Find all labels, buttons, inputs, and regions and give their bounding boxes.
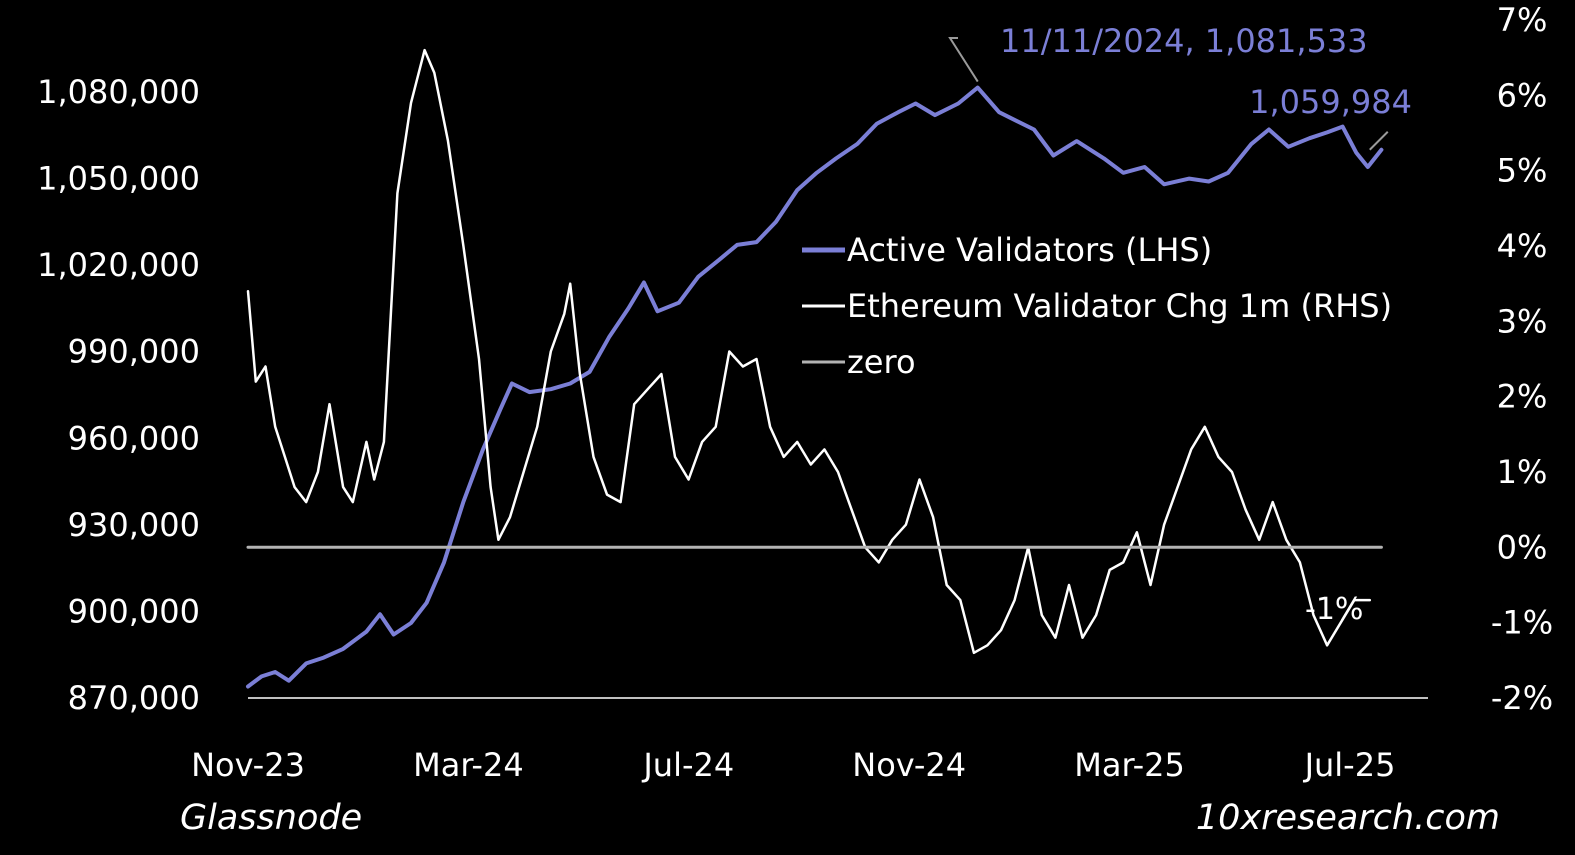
annotation-leader-line [948, 37, 979, 83]
y-right-tick-label: 4% [1497, 227, 1548, 265]
annotation-last-value-label: 1,059,984 [1249, 83, 1412, 121]
y-left-tick-label: 990,000 [68, 333, 200, 371]
y-right-tick-label: 6% [1497, 76, 1548, 114]
chart-axes: 870,000 900,000 930,000 960,000 990,000 1,020… [37, 1, 1553, 784]
y-right-tick-label: 7% [1497, 1, 1548, 39]
x-tick-label: Mar-25 [1074, 746, 1185, 784]
chart-lines [246, 48, 1384, 689]
annotation-last-leader [1369, 131, 1389, 151]
x-tick-label: Jul-25 [1303, 746, 1396, 784]
y-right-tick-label: 1% [1497, 453, 1548, 491]
series-line-2 [246, 48, 1372, 655]
y-right-tick-label: 2% [1497, 378, 1548, 416]
y-left-tick-label: 870,000 [68, 679, 200, 717]
chart-legend: Active Validators (LHS) Ethereum Validato… [802, 231, 1392, 381]
y-right-tick-label: 3% [1497, 302, 1548, 340]
y-left-tick-label: 1,080,000 [37, 73, 200, 111]
y-left-tick-label: 900,000 [68, 592, 200, 630]
x-tick-label: Nov-24 [852, 746, 966, 784]
x-tick-label: Nov-23 [191, 746, 305, 784]
x-tick-label: Mar-24 [413, 746, 524, 784]
y-left-tick-label: 930,000 [68, 506, 200, 544]
y-left-tick-label: 960,000 [68, 419, 200, 457]
y-left-tick-label: 1,020,000 [37, 246, 200, 284]
y-right-tick-label: 5% [1497, 152, 1548, 190]
legend-label: Active Validators (LHS) [847, 231, 1212, 269]
y-right-tick-label: -1% [1491, 604, 1553, 642]
legend-label: zero [847, 343, 916, 381]
legend-label: Ethereum Validator Chg 1m (RHS) [847, 287, 1392, 325]
x-tick-label: Jul-24 [641, 746, 734, 784]
y-left-tick-label: 1,050,000 [37, 160, 200, 198]
annotation-peak-label: 11/11/2024, 1,081,533 [1000, 22, 1368, 60]
annotation-change-label: -1% [1305, 592, 1363, 627]
source-label-right: 10xresearch.com [1195, 798, 1500, 838]
series-line-1 [246, 85, 1384, 689]
chart-annotations: 11/11/2024, 1,081,533 1,059,984 -1% [948, 22, 1412, 627]
y-right-tick-label: 0% [1497, 528, 1548, 566]
source-label-left: Glassnode [180, 798, 363, 838]
y-right-tick-label: -2% [1491, 679, 1553, 717]
